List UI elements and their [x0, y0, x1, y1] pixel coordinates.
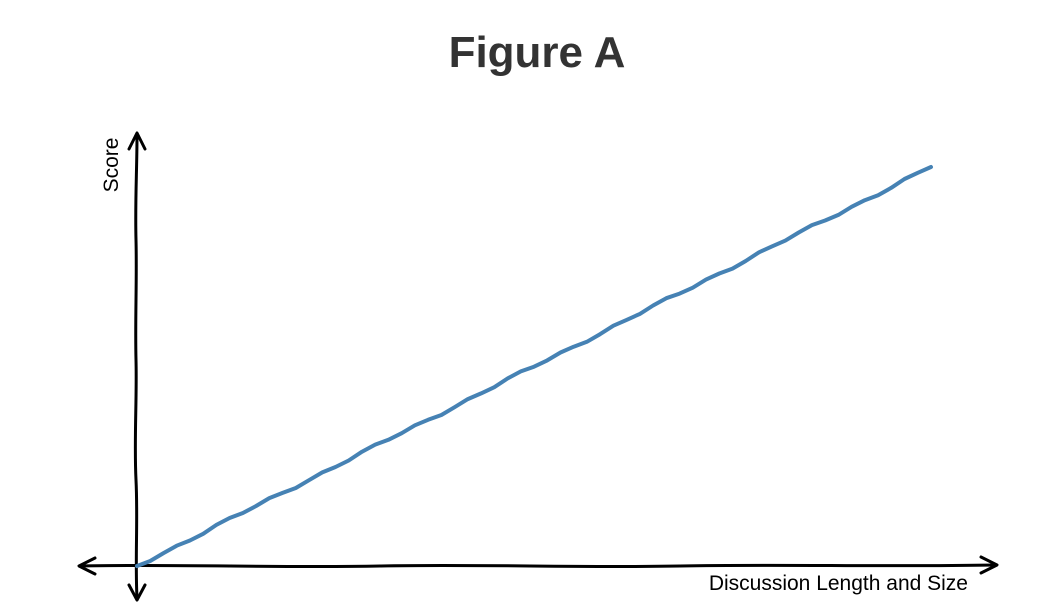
chart-title: Figure A — [449, 28, 626, 77]
series-line — [135, 165, 933, 568]
x-axis-arrow-left — [77, 556, 97, 576]
x-axis-label: Discussion Length and Size — [709, 572, 968, 595]
y-axis — [133, 133, 139, 600]
y-axis-arrow-bottom — [127, 583, 147, 602]
y-axis-label: Score — [100, 138, 123, 193]
x-axis — [78, 563, 998, 569]
x-axis-arrow-right — [979, 555, 999, 575]
y-axis-arrow-top — [127, 131, 147, 151]
